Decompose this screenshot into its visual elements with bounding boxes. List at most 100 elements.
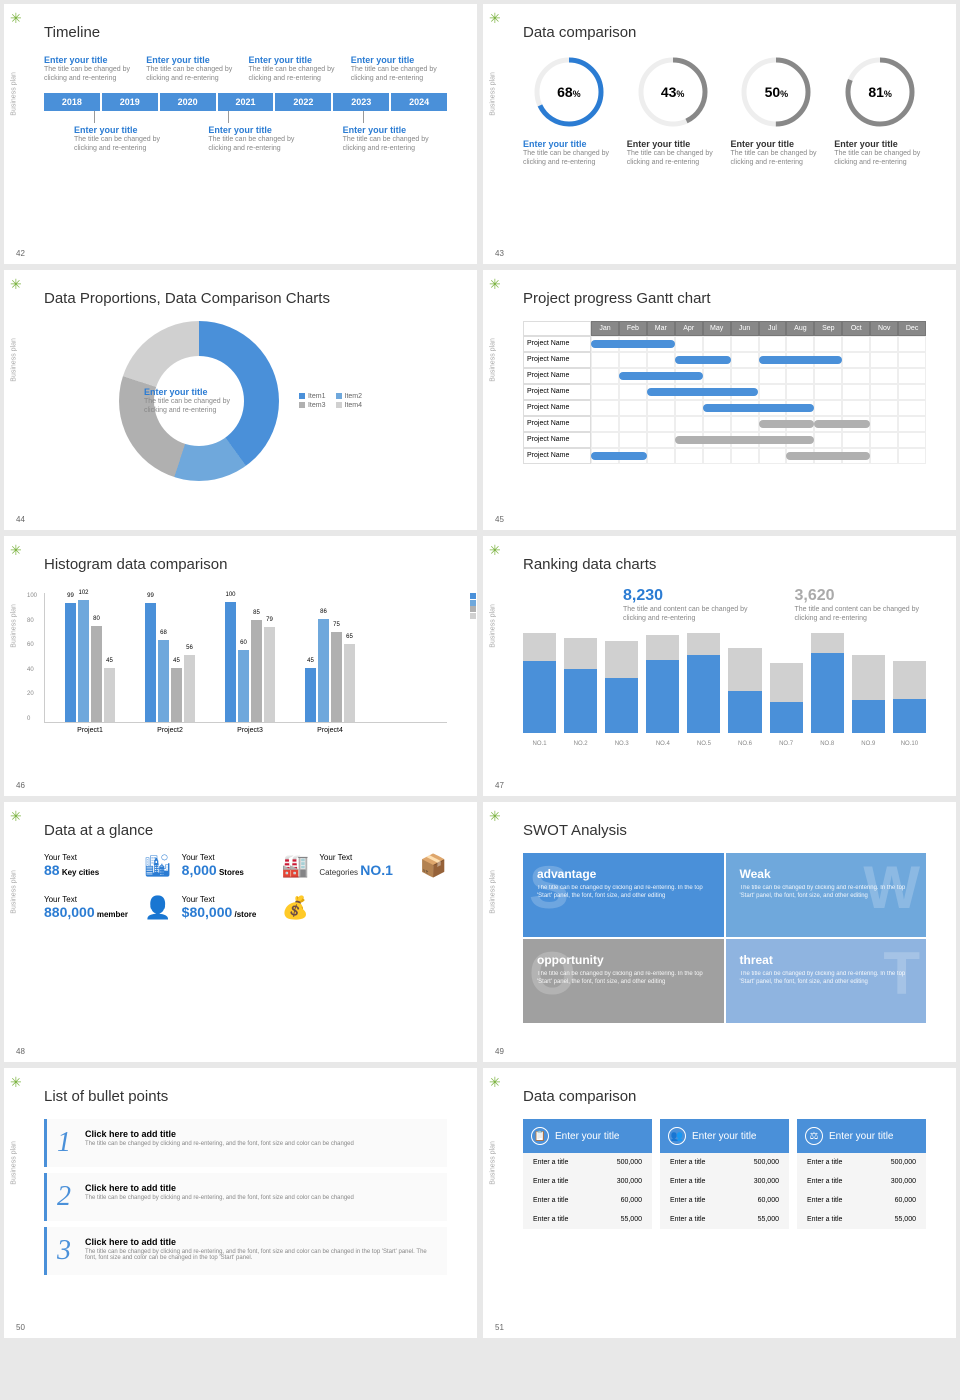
comparison-column: ⚖Enter your titleEnter a title500,000Ent… <box>797 1119 926 1229</box>
slide-title: Timeline <box>44 24 447 41</box>
page-number: 46 <box>16 781 25 790</box>
gantt-month: Feb <box>619 321 647 336</box>
histogram-group: 991028045Project1 <box>65 600 115 722</box>
glance-item: 📦Your TextCategories NO.1 <box>319 853 447 879</box>
histogram-bar: 45 <box>305 668 316 722</box>
timeline-year: 2019 <box>102 93 158 111</box>
gantt-month: Dec <box>898 321 926 336</box>
column-icon: 👥 <box>668 1127 686 1145</box>
slide-timeline: ✳ Business plan Timeline Enter your titl… <box>4 4 477 264</box>
comparison-row: Enter a title500,000 <box>660 1153 789 1172</box>
glance-item: 🏙Your Text88 Key cities <box>44 853 172 879</box>
timeline-year: 2024 <box>391 93 447 111</box>
ranking-bar: NO.5 <box>687 633 720 733</box>
gantt-bar <box>759 420 815 428</box>
stat-icon: 🏭 <box>282 853 309 879</box>
side-label: Business plan <box>11 338 18 382</box>
slide-title: Data comparison <box>523 1088 926 1105</box>
ranking-highlight: 8,230The title and content can be change… <box>623 587 755 623</box>
gantt-row: Project Name <box>523 368 926 384</box>
side-label: Business plan <box>490 338 497 382</box>
side-label: Business plan <box>11 1141 18 1185</box>
slide-comparison-tables: ✳ Business plan Data comparison 📋Enter y… <box>483 1068 956 1338</box>
gantt-bar <box>703 404 815 412</box>
logo-icon: ✳ <box>489 276 501 293</box>
slide-pie: ✳ Business plan Data Proportions, Data C… <box>4 270 477 530</box>
comparison-row: Enter a title300,000 <box>523 1172 652 1191</box>
comparison-row: Enter a title60,000 <box>523 1191 652 1210</box>
gantt-bar <box>591 340 675 348</box>
slide-title: Data at a glance <box>44 822 447 839</box>
slide-ranking: ✳ Business plan Ranking data charts 8,23… <box>483 536 956 796</box>
logo-icon: ✳ <box>10 808 22 825</box>
gantt-bar <box>814 420 870 428</box>
glance-item: 💰Your Text$80,000 /store <box>182 895 310 921</box>
ranking-bar: NO.10 <box>893 661 926 733</box>
slide-bullets: ✳ Business plan List of bullet points 1C… <box>4 1068 477 1338</box>
gantt-month: Mar <box>647 321 675 336</box>
gantt-month: Jul <box>759 321 787 336</box>
gantt-bar <box>647 388 759 396</box>
histogram-bar: 102 <box>78 600 89 722</box>
swot-cell: SadvantageThe title can be changed by cl… <box>523 853 724 937</box>
bullet-item: 3Click here to add titleThe title can be… <box>44 1227 447 1275</box>
histogram-bar: 99 <box>65 603 76 722</box>
ranking-bar: NO.7 <box>770 663 803 733</box>
logo-icon: ✳ <box>489 542 501 559</box>
gantt-row: Project Name <box>523 400 926 416</box>
gantt-row: Project Name <box>523 448 926 464</box>
ranking-bar: NO.3 <box>605 641 638 733</box>
timeline-item: Enter your titleThe title can be changed… <box>208 125 312 153</box>
comparison-row: Enter a title55,000 <box>797 1210 926 1229</box>
page-number: 50 <box>16 1323 25 1332</box>
slide-title: Data Proportions, Data Comparison Charts <box>44 290 447 307</box>
histogram-bar: 68 <box>158 640 169 722</box>
timeline-year: 2021 <box>218 93 274 111</box>
timeline-item: Enter your titleThe title can be changed… <box>249 55 345 83</box>
comparison-row: Enter a title55,000 <box>660 1210 789 1229</box>
column-icon: ⚖ <box>805 1127 823 1145</box>
histogram-bar: 65 <box>344 644 355 722</box>
gantt-month: Oct <box>842 321 870 336</box>
gantt-bar <box>675 436 815 444</box>
gantt-month: Apr <box>675 321 703 336</box>
side-label: Business plan <box>11 604 18 648</box>
page-number: 44 <box>16 515 25 524</box>
donut-item: 68% Enter your titleThe title can be cha… <box>523 55 615 167</box>
comparison-row: Enter a title500,000 <box>523 1153 652 1172</box>
slide-gantt: ✳ Business plan Project progress Gantt c… <box>483 270 956 530</box>
gantt-row: Project Name <box>523 336 926 352</box>
comparison-row: Enter a title60,000 <box>660 1191 789 1210</box>
histogram-group: 99684556Project2 <box>145 603 195 722</box>
histogram-bar: 100 <box>225 602 236 722</box>
page-number: 43 <box>495 249 504 258</box>
ranking-bar: NO.6 <box>728 648 761 733</box>
comparison-row: Enter a title60,000 <box>797 1191 926 1210</box>
timeline-item: Enter your titleThe title can be changed… <box>343 125 447 153</box>
bullet-item: 1Click here to add titleThe title can be… <box>44 1119 447 1167</box>
logo-icon: ✳ <box>10 542 22 559</box>
logo-icon: ✳ <box>10 1074 22 1091</box>
histogram-bar: 86 <box>318 619 329 722</box>
histogram-bar: 45 <box>104 668 115 722</box>
gantt-month: Aug <box>786 321 814 336</box>
ranking-highlight: 3,620The title and content can be change… <box>795 587 927 623</box>
histogram-bar: 99 <box>145 603 156 722</box>
page-number: 45 <box>495 515 504 524</box>
gantt-bar <box>591 452 647 460</box>
side-label: Business plan <box>490 870 497 914</box>
comparison-row: Enter a title55,000 <box>523 1210 652 1229</box>
gantt-row: Project Name <box>523 416 926 432</box>
histogram-group: 45867565Project4 <box>305 619 355 722</box>
pie-subtitle: The title can be changed by clicking and… <box>144 397 254 415</box>
gantt-row: Project Name <box>523 432 926 448</box>
slide-title: Data comparison <box>523 24 926 41</box>
gantt-row: Project Name <box>523 384 926 400</box>
page-number: 42 <box>16 249 25 258</box>
stat-icon: 🏙 <box>144 853 172 879</box>
donut-item: 50% Enter your titleThe title can be cha… <box>731 55 823 167</box>
histogram-bar: 75 <box>331 632 342 722</box>
histogram-bar: 80 <box>91 626 102 722</box>
slide-swot: ✳ Business plan SWOT Analysis Sadvantage… <box>483 802 956 1062</box>
gantt-bar <box>675 356 731 364</box>
